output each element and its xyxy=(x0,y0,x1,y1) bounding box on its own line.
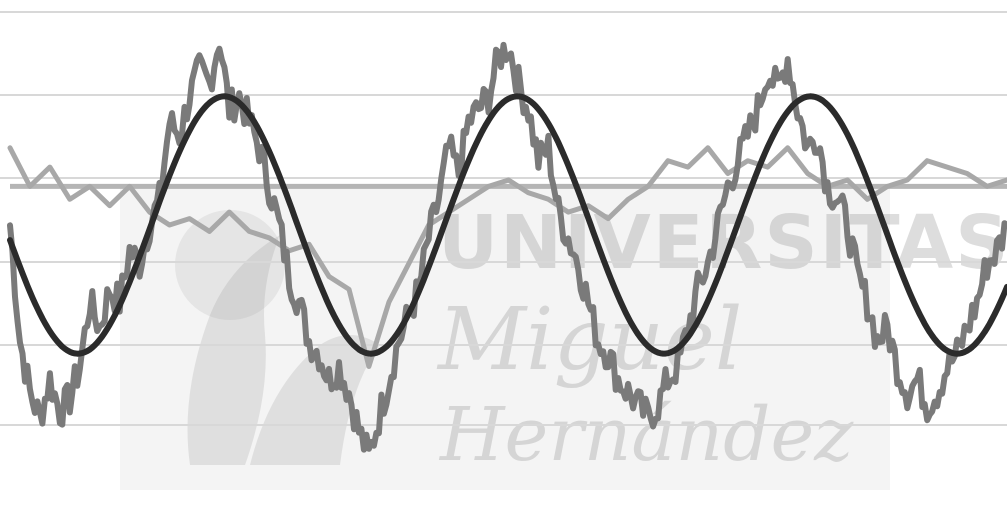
series-layer xyxy=(7,41,1007,453)
light-gray-series-line xyxy=(7,145,1007,369)
sine-fit-line xyxy=(7,93,1007,357)
university-emblem-watermark xyxy=(175,210,380,465)
dark-gray-series-line xyxy=(7,41,1007,453)
watermark-background xyxy=(120,185,890,490)
